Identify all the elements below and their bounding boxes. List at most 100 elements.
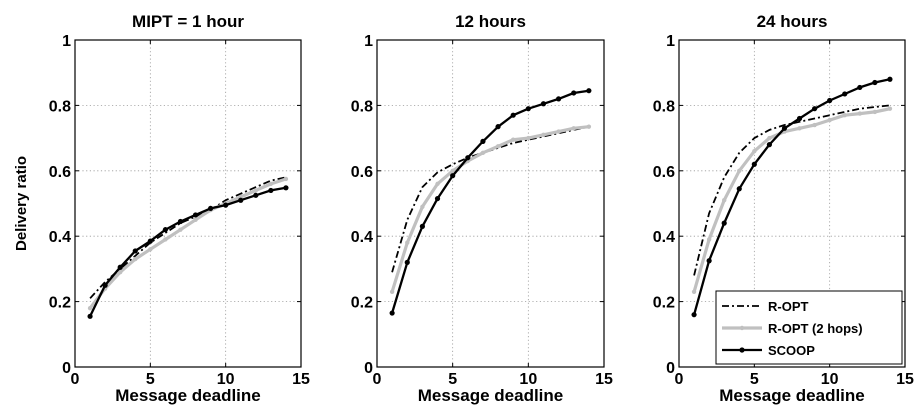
data-point-r-opt-2-hops [752,148,757,154]
data-point-r-opt-2-hops [767,135,772,141]
x-tick-label: 10 [217,371,235,388]
y-tick-label: 0.4 [653,229,675,246]
x-tick-label: 0 [675,371,684,388]
data-point-scoop [796,115,803,122]
data-point-r-opt-2-hops [193,217,198,223]
x-tick-label: 10 [519,371,537,388]
data-point-scoop [117,264,123,270]
data-point-r-opt-2-hops [420,204,425,209]
data-point-scoop [525,106,531,112]
y-tick-label: 0.6 [351,164,373,181]
x-tick-label: 15 [595,371,613,388]
legend-marker-r-opt-2-hops [739,325,745,331]
x-tick-label: 0 [71,371,80,388]
x-tick-label: 15 [896,371,914,388]
data-point-scoop [751,161,757,167]
y-tick-label: 0 [62,360,71,377]
x-tick-label: 5 [146,371,155,388]
y-tick-label: 0.8 [49,98,71,115]
x-tick-label: 5 [448,371,457,388]
legend-label-r-opt: R-OPT [768,299,809,314]
data-point-r-opt-2-hops [435,181,440,187]
chart-title: 24 hours [757,12,828,31]
data-point-r-opt-2-hops [283,176,289,182]
data-point-scoop [827,97,833,104]
legend: R-OPT R-OPT (2 hops) SCOOP [715,290,903,365]
data-point-r-opt-2-hops [706,237,712,242]
y-tick-label: 0.4 [351,229,373,246]
data-point-r-opt-2-hops [556,129,561,134]
data-point-r-opt-2-hops [571,126,576,131]
data-point-scoop [192,212,199,218]
plot-frame [376,39,605,368]
data-point-scoop [887,76,893,82]
y-tick-label: 0.2 [351,295,373,312]
data-point-r-opt-2-hops [405,240,410,245]
data-point-scoop [389,310,395,316]
y-axis-label: Delivery ratio [13,156,30,251]
data-point-scoop [586,88,592,94]
data-point-scoop [540,101,547,107]
y-tick-label: 0.8 [351,98,373,115]
chart-title: MIPT = 1 hour [132,12,244,31]
data-point-r-opt-2-hops [586,124,592,129]
data-point-scoop [721,220,727,226]
data-point-r-opt-2-hops [722,198,727,203]
data-point-scoop [736,186,742,192]
data-point-r-opt-2-hops [812,122,817,128]
data-point-scoop [404,259,410,265]
data-point-scoop [872,79,878,86]
data-point-scoop [132,248,138,254]
data-point-r-opt-2-hops [495,144,501,149]
y-tick-label: 1 [666,33,675,50]
plot-frame [678,39,906,368]
chart-panel-1: 0 5 10 15 0 0.2 0.4 0.6 0.8 1 MIPT = 1 hour Message… [13,12,310,405]
data-point-scoop [177,218,184,225]
y-tick-label: 0.8 [653,98,675,115]
data-point-scoop [208,205,214,212]
data-point-r-opt-2-hops [827,117,832,123]
data-point-r-opt-2-hops [797,126,802,131]
data-point-scoop [147,238,153,244]
x-tick-label: 10 [821,371,839,388]
y-tick-label: 0 [364,360,373,377]
data-point-r-opt-2-hops [480,150,486,156]
chart-panel-3: 0 5 10 15 0 0.2 0.4 0.6 0.8 1 24 hours Message dead… [653,12,914,405]
data-point-scoop [857,84,863,91]
data-point-scoop [480,138,486,144]
data-point-scoop [691,312,697,318]
series-line-r-opt-2-hops [390,125,590,293]
data-point-r-opt-2-hops [118,269,123,275]
y-tick-label: 0.2 [653,295,675,312]
data-point-r-opt-2-hops [389,289,395,294]
y-tick-label: 0.6 [49,164,71,181]
data-point-scoop [812,106,818,112]
chart-title: 12 hours [455,12,526,31]
data-point-scoop [419,223,425,229]
data-point-r-opt-2-hops [541,132,546,138]
y-tick-label: 0.6 [653,164,675,181]
data-point-r-opt-2-hops [268,181,274,187]
data-point-scoop [253,192,259,198]
series-line-r-opt-2-hops [692,107,891,293]
legend-label-r-opt-2-hops: R-OPT (2 hops) [768,321,863,336]
data-point-scoop [434,195,441,202]
data-point-r-opt-2-hops [133,256,138,262]
data-point-r-opt-2-hops [178,227,183,232]
x-tick-label: 0 [373,371,382,388]
series-line-scoop [390,89,590,314]
data-point-scoop [162,227,168,233]
data-point-r-opt-2-hops [163,237,168,242]
data-point-scoop [450,173,456,179]
legend-label-scoop: SCOOP [768,343,815,358]
data-point-scoop [571,90,577,96]
legend-marker-scoop [739,347,745,353]
chart-panel-2: 0 5 10 15 0 0.2 0.4 0.6 0.8 1 12 hours Message dead… [351,12,613,405]
data-point-scoop [465,155,471,161]
data-point-r-opt-2-hops [148,247,153,252]
data-point-scoop [238,197,244,203]
y-tick-label: 0.4 [49,229,71,246]
data-point-r-opt-2-hops [842,113,847,118]
y-tick-label: 1 [364,33,373,50]
